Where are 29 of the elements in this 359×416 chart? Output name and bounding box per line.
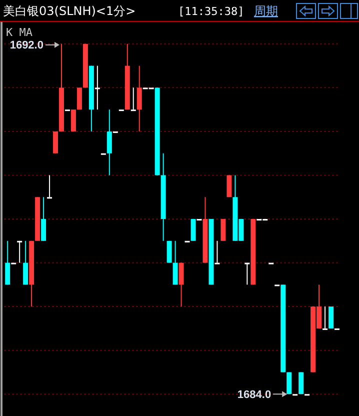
candlestick [178,262,184,308]
candlestick [172,240,178,286]
candlestick [226,174,232,198]
candlestick [190,218,196,242]
annotation: K MA [6,26,33,39]
candlestick [47,174,52,199]
candlestick [244,262,250,286]
annotation: 1684.0 [237,388,272,401]
candlestick [220,218,226,242]
annotation: 1692.0 [10,40,44,52]
text: [11:35:38] [178,5,244,18]
candlestick [298,372,304,395]
candlestick [17,240,22,264]
candlestick [166,240,172,264]
chart-title: 美白银03(SLNH)<1分> [3,4,136,18]
candlestick [23,240,28,286]
candlestick [5,240,10,286]
candlestick [94,65,100,110]
candlestick [322,306,328,330]
candlestick [130,87,136,112]
candlestick [136,65,142,132]
candlestick [76,87,82,110]
candlestick [286,372,292,395]
candlestick [106,109,112,176]
candlestick [214,240,220,264]
candlestick [41,196,46,242]
candlestick [70,109,76,132]
text: 周期 [254,4,278,18]
candlestick [328,306,334,329]
